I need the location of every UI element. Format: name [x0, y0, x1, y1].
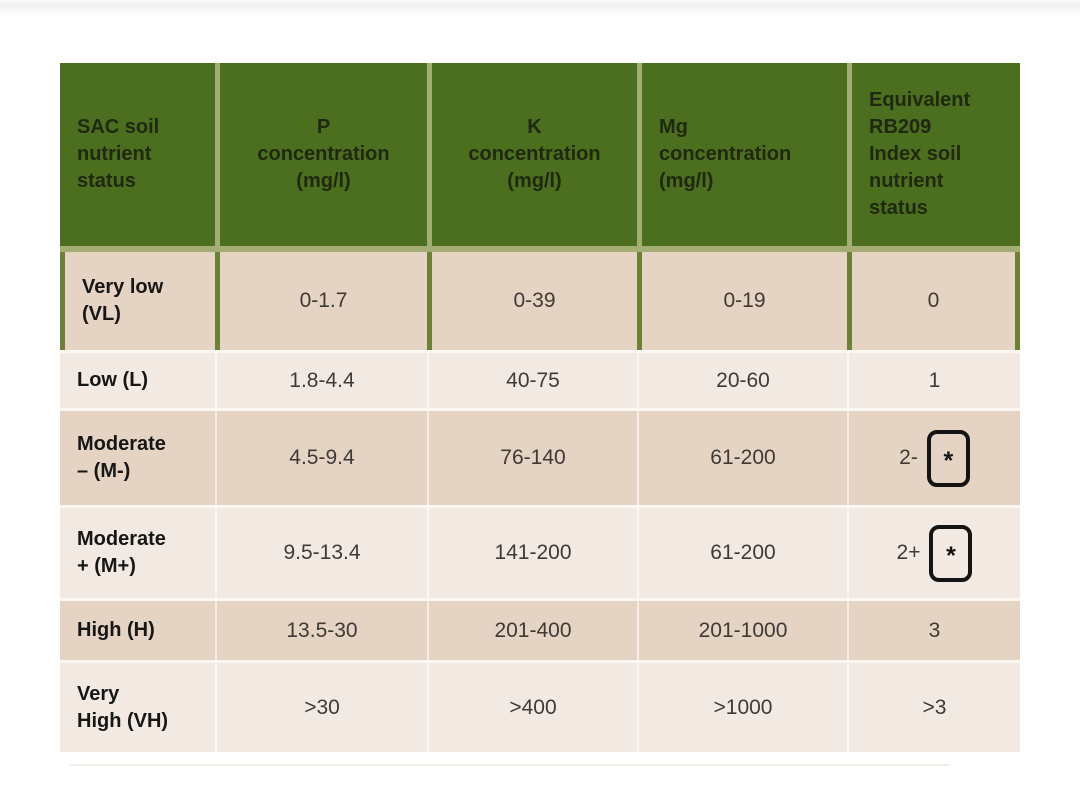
- cell-status: Moderate + (M+): [60, 508, 215, 598]
- cell-mg: 0-19: [637, 252, 847, 350]
- column-header-mg-concentration: Mg concentration (mg/l): [637, 63, 847, 246]
- cell-rb209: 0: [847, 252, 1020, 350]
- cell-k: 0-39: [427, 252, 637, 350]
- cell-k: 76-140: [427, 411, 637, 505]
- cell-status: High (H): [60, 601, 215, 660]
- cell-status: Moderate – (M-): [60, 411, 215, 505]
- cell-mg: 61-200: [637, 411, 847, 505]
- cell-rb209: 1: [847, 353, 1020, 408]
- cell-p: 1.8-4.4: [215, 353, 427, 408]
- cell-p: 4.5-9.4: [215, 411, 427, 505]
- column-header-p-concentration: P concentration (mg/l): [215, 63, 427, 246]
- table-row-moderate-plus: Moderate + (M+) 9.5-13.4 141-200 61-200 …: [60, 505, 1020, 598]
- column-header-rb209-index: Equivalent RB209 Index soil nutrient sta…: [847, 63, 1020, 246]
- footnote-asterisk-box: *: [926, 429, 970, 487]
- cell-status: Very High (VH): [60, 663, 215, 752]
- cell-mg: 20-60: [637, 353, 847, 408]
- table-row-low: Low (L) 1.8-4.4 40-75 20-60 1: [60, 350, 1020, 408]
- cell-p: >30: [215, 663, 427, 752]
- rb209-value: 2+: [896, 541, 921, 564]
- rb209-value: 2-: [899, 446, 918, 469]
- cell-k: >400: [427, 663, 637, 752]
- cell-mg: >1000: [637, 663, 847, 752]
- cell-rb209: >3: [847, 663, 1020, 752]
- cell-status: Low (L): [60, 353, 215, 408]
- cell-k: 201-400: [427, 601, 637, 660]
- cell-p: 9.5-13.4: [215, 508, 427, 598]
- table-row-high: High (H) 13.5-30 201-400 201-1000 3: [60, 598, 1020, 660]
- cell-status: Very low (VL): [60, 252, 215, 350]
- cell-rb209: 2+ *: [847, 508, 1020, 598]
- cell-p: 13.5-30: [215, 601, 427, 660]
- cell-k: 40-75: [427, 353, 637, 408]
- cell-k: 141-200: [427, 508, 637, 598]
- cell-p: 0-1.7: [215, 252, 427, 350]
- column-header-sac-soil-nutrient-status: SAC soil nutrient status: [60, 63, 215, 246]
- cell-rb209: 2- *: [847, 411, 1020, 505]
- table-row-moderate-minus: Moderate – (M-) 4.5-9.4 76-140 61-200 2-…: [60, 408, 1020, 505]
- top-edge-shadow: [0, 0, 1080, 18]
- table-row-very-low: Very low (VL) 0-1.7 0-39 0-19 0: [60, 252, 1020, 350]
- footnote-asterisk-box: *: [929, 524, 973, 582]
- table-row-very-high: Very High (VH) >30 >400 >1000 >3: [60, 660, 1020, 752]
- bottom-edge-shadow: [70, 764, 950, 766]
- cell-rb209: 3: [847, 601, 1020, 660]
- cell-mg: 61-200: [637, 508, 847, 598]
- cell-mg: 201-1000: [637, 601, 847, 660]
- table-header-row: SAC soil nutrient status P concentration…: [60, 63, 1020, 252]
- column-header-k-concentration: K concentration (mg/l): [427, 63, 637, 246]
- soil-nutrient-table: SAC soil nutrient status P concentration…: [60, 63, 1020, 752]
